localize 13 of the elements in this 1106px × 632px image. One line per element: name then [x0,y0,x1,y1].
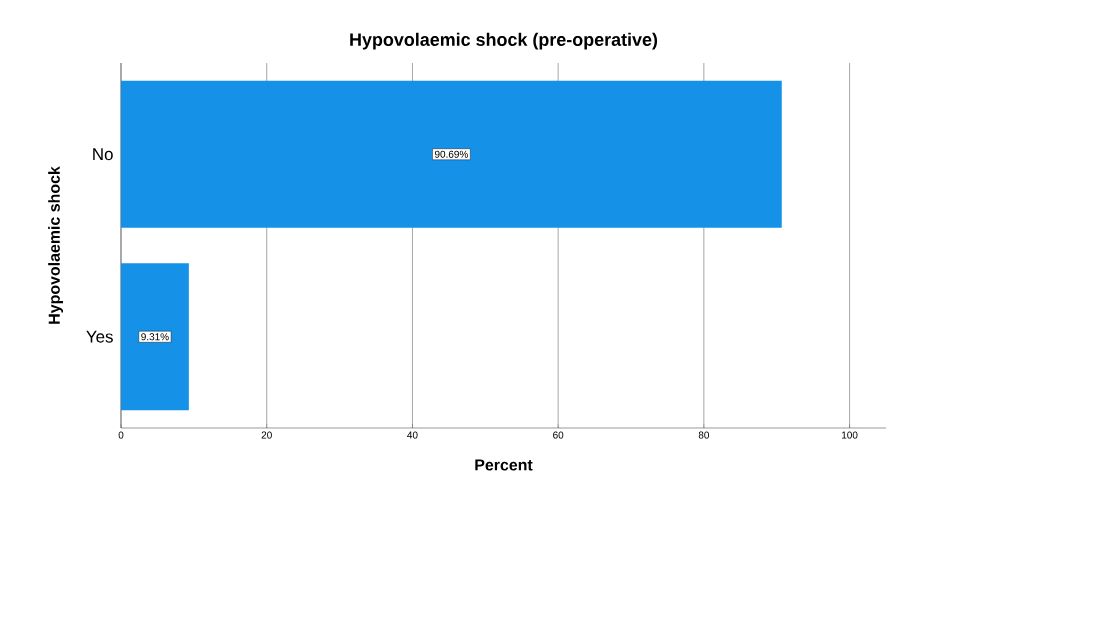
x-tick-label: 100 [842,431,858,439]
x-tick-label: 0 [118,431,124,439]
data-label: 90.69% [434,150,468,158]
x-tick-label: 40 [407,431,418,439]
x-tick-label: 60 [553,431,564,439]
y-tick-label: No [93,148,113,161]
x-tick-label: 80 [698,431,710,439]
x-axis-title: Percent [475,459,533,471]
chart-title: Hypovolaemic shock (pre-operative) [350,32,658,50]
data-label: 9.31% [141,333,169,341]
y-axis-title: Hypovolaemic shock [48,166,64,324]
x-tick-label: 20 [261,431,272,439]
y-tick-label: Yes [86,330,113,343]
